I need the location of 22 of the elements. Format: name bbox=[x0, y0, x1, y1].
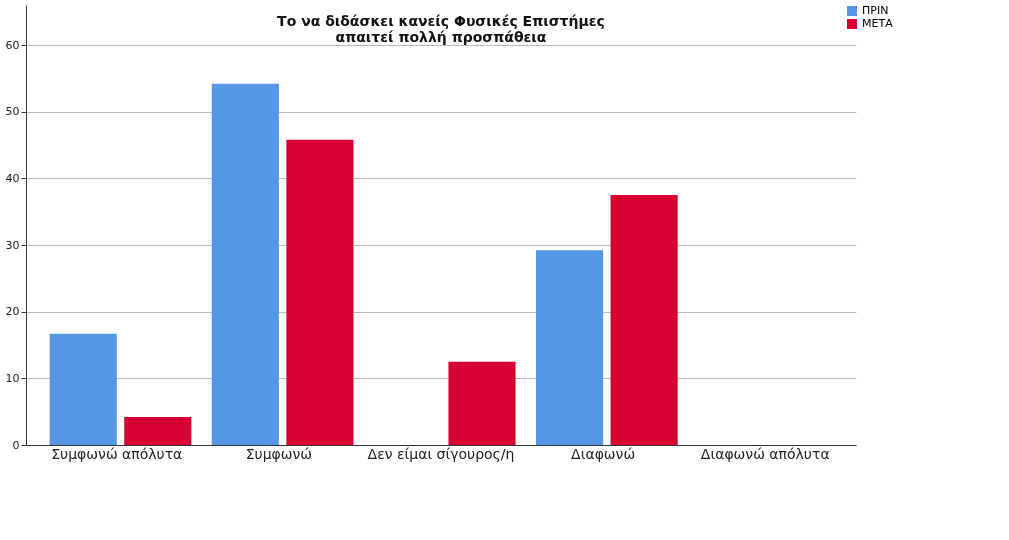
y-tick-label: 60 bbox=[5, 38, 20, 52]
y-tick-label: 30 bbox=[5, 238, 20, 252]
x-tick-label: Διαφωνώ bbox=[571, 445, 636, 462]
bar bbox=[536, 250, 604, 445]
bar bbox=[286, 139, 354, 445]
y-tick-label: 40 bbox=[5, 171, 20, 185]
bar bbox=[610, 195, 678, 445]
bar bbox=[211, 83, 279, 445]
x-tick-label: Συμφωνώ απόλυτα bbox=[51, 445, 183, 462]
legend-label: ΠΡΙΝ bbox=[862, 4, 889, 17]
bar bbox=[448, 361, 516, 445]
bar bbox=[124, 417, 192, 445]
y-tick-label: 50 bbox=[5, 105, 20, 119]
y-tick-label: 10 bbox=[5, 371, 20, 385]
bar bbox=[49, 333, 117, 445]
x-tick-label: Δεν είμαι σίγουρος/η bbox=[367, 445, 515, 462]
legend-label: ΜΕΤΑ bbox=[862, 17, 894, 30]
x-tick-label: Διαφωνώ απόλυτα bbox=[700, 445, 830, 462]
y-tick-label: 20 bbox=[5, 305, 20, 319]
y-tick-label: 0 bbox=[12, 438, 20, 452]
x-tick-label: Συμφωνώ bbox=[245, 445, 313, 462]
text: Το να διδάσκει κανείς Φυσικές Επιστήμες απαιτεί πολλή προσπάθεια bbox=[277, 13, 605, 45]
